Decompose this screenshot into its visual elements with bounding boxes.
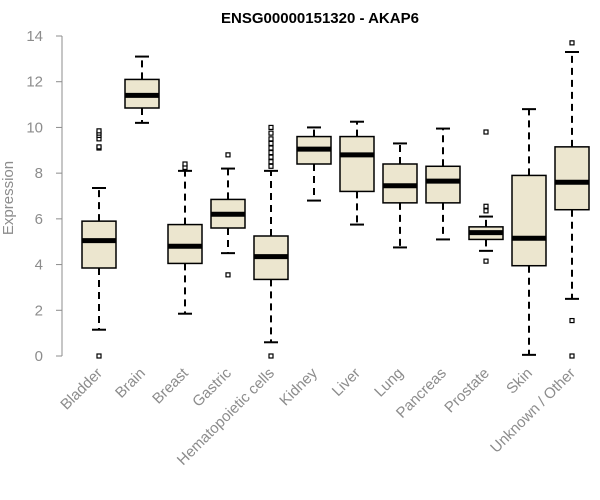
box-iqr (512, 175, 546, 265)
y-axis: 0 2 4 6 8 10 12 14 (26, 28, 62, 365)
box-unknown-other (555, 41, 589, 358)
outlier-point (269, 151, 273, 155)
x-tick-label: Breast (149, 364, 192, 407)
y-tick-label: 12 (26, 74, 43, 91)
outlier-point (269, 146, 273, 150)
box-iqr (555, 147, 589, 210)
box-bladder (82, 129, 116, 358)
outlier-point (183, 162, 187, 166)
box-gastric (211, 153, 245, 277)
outlier-point (570, 41, 574, 45)
y-tick-label: 10 (26, 119, 43, 136)
outlier-point (226, 273, 230, 277)
x-tick-label: Kidney (276, 364, 321, 409)
outlier-point (484, 209, 488, 213)
y-tick-label: 14 (26, 28, 43, 45)
box-brain (125, 57, 159, 123)
box-prostate (469, 130, 503, 263)
box-skin (512, 109, 546, 355)
outlier-point (269, 137, 273, 141)
outlier-point (269, 164, 273, 168)
y-tick-label: 0 (35, 348, 43, 365)
outlier-point (484, 130, 488, 134)
box-kidney (297, 127, 331, 200)
outlier-point (269, 131, 273, 135)
x-tick-label: Brain (112, 365, 149, 402)
y-axis-label: Expression (0, 161, 17, 235)
outlier-point (97, 354, 101, 358)
outlier-point (269, 155, 273, 159)
outlier-point (97, 145, 101, 149)
box-pancreas (426, 129, 460, 240)
box-liver (340, 122, 374, 225)
box-iqr (340, 137, 374, 192)
outlier-point (570, 319, 574, 323)
y-tick-label: 4 (35, 257, 43, 274)
outlier-point (484, 204, 488, 208)
y-tick-label: 8 (35, 165, 43, 182)
outlier-point (269, 354, 273, 358)
outlier-point (484, 259, 488, 263)
box-iqr (426, 166, 460, 203)
box-lung (383, 143, 417, 247)
x-tick-label: Bladder (57, 365, 106, 414)
x-tick-label: Prostate (441, 365, 493, 417)
x-tick-label: Liver (329, 365, 364, 400)
outlier-point (269, 141, 273, 145)
box-hematopoietic-cells (254, 125, 288, 358)
chart-title: ENSG00000151320 - AKAP6 (221, 10, 419, 27)
outlier-point (269, 160, 273, 164)
outlier-point (570, 354, 574, 358)
outlier-point (97, 129, 101, 133)
box-iqr (82, 221, 116, 268)
x-tick-label: Lung (371, 365, 407, 401)
box-breast (168, 162, 202, 314)
outlier-point (226, 153, 230, 157)
y-tick-label: 6 (35, 211, 43, 228)
x-tick-label: Skin (503, 365, 536, 398)
y-tick-label: 2 (35, 302, 43, 319)
box-series (82, 41, 589, 358)
outlier-point (269, 125, 273, 129)
